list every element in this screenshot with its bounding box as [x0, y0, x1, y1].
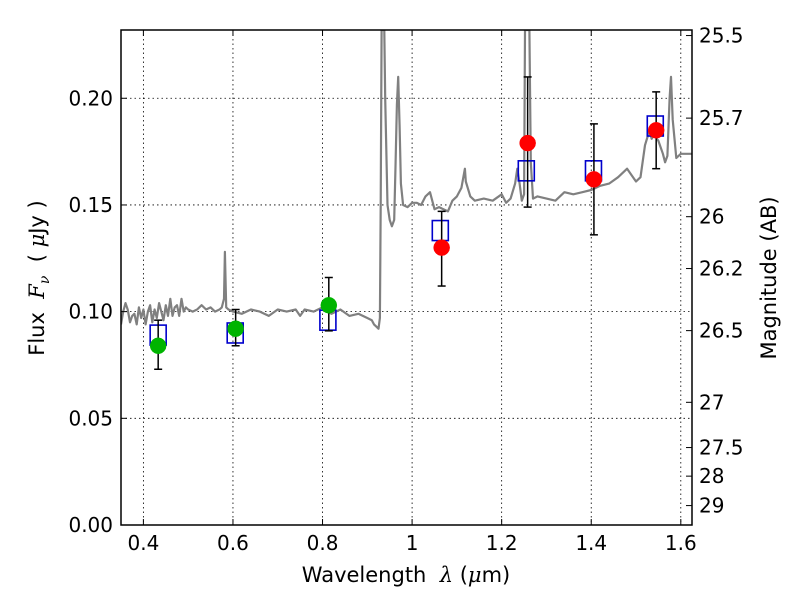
data-point — [150, 338, 166, 354]
y-axis-label: Flux Fν ( μJy ) — [25, 200, 53, 355]
mag-tick-label: 27 — [699, 390, 724, 414]
ticks: 0.4 0.6 0.8 1 1.2 1.4 1.6 0.00 0.05 0.10 0.15 0.20 2… — [68, 24, 743, 555]
model-spectrum-line — [121, 30, 692, 329]
mag-tick-label: 26 — [699, 205, 724, 229]
y-tick-label: 0.05 — [68, 406, 113, 430]
y-tick-label: 0.15 — [68, 193, 113, 217]
x-tick-label: 0.4 — [127, 531, 159, 555]
mag-tick-label: 26.2 — [699, 257, 744, 281]
y-tick-label: 0.20 — [68, 86, 113, 110]
data-point — [434, 240, 450, 256]
x-tick-label: 1.4 — [575, 531, 607, 555]
x-tick-label: 1.2 — [486, 531, 518, 555]
mag-tick-label: 28 — [699, 464, 724, 488]
x-axis-label: Wavelength λ (μm) — [302, 563, 510, 587]
data-point — [321, 297, 337, 313]
plot-frame — [121, 30, 692, 525]
data-point — [228, 321, 244, 337]
plot-area — [121, 30, 692, 369]
x-tick-label: 1 — [406, 531, 419, 555]
x-tick-label: 0.8 — [307, 531, 339, 555]
chart: 0.4 0.6 0.8 1 1.2 1.4 1.6 0.00 0.05 0.10 0.15 0.20 2… — [0, 0, 800, 600]
model-band-marker — [432, 221, 448, 241]
mag-tick-label: 25.7 — [699, 106, 744, 130]
data-point — [586, 171, 602, 187]
mag-tick-label: 26.5 — [699, 319, 744, 343]
data-point — [648, 122, 664, 138]
x-tick-label: 0.6 — [217, 531, 249, 555]
mag-tick-label: 27.5 — [699, 436, 744, 460]
y-axis-right-label: Magnitude (AB) — [757, 196, 781, 359]
y-tick-label: 0.10 — [68, 300, 113, 324]
grid — [121, 30, 692, 525]
y-tick-label: 0.00 — [68, 513, 113, 537]
x-tick-label: 1.6 — [665, 531, 697, 555]
mag-tick-label: 25.5 — [699, 24, 744, 48]
data-point — [520, 135, 536, 151]
mag-tick-label: 29 — [699, 494, 724, 518]
